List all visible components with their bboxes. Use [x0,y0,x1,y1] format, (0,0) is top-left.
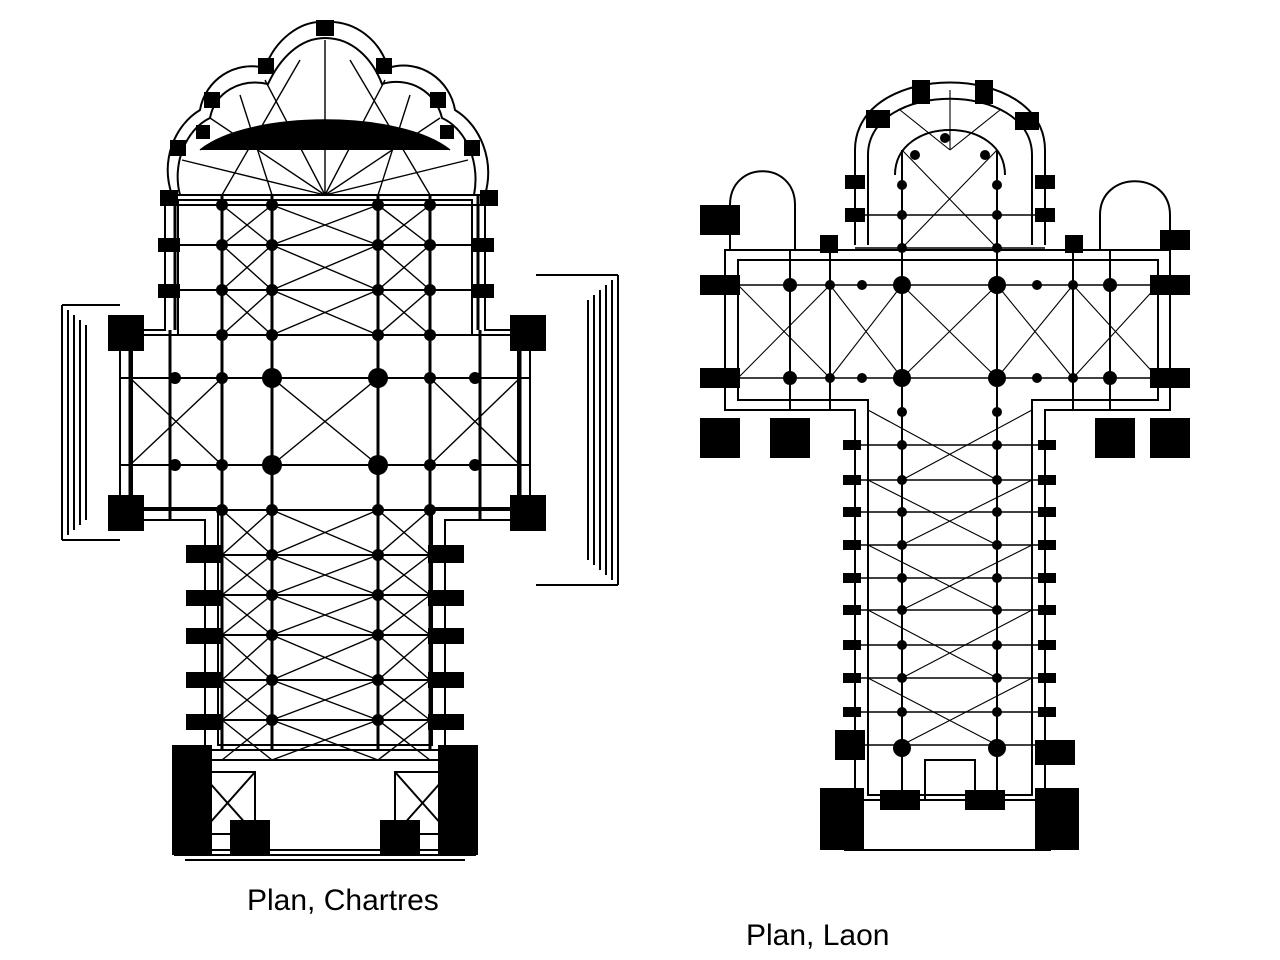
chartres-caption: Plan, Chartres [247,884,439,917]
laon-caption: Plan, Laon [746,919,890,952]
